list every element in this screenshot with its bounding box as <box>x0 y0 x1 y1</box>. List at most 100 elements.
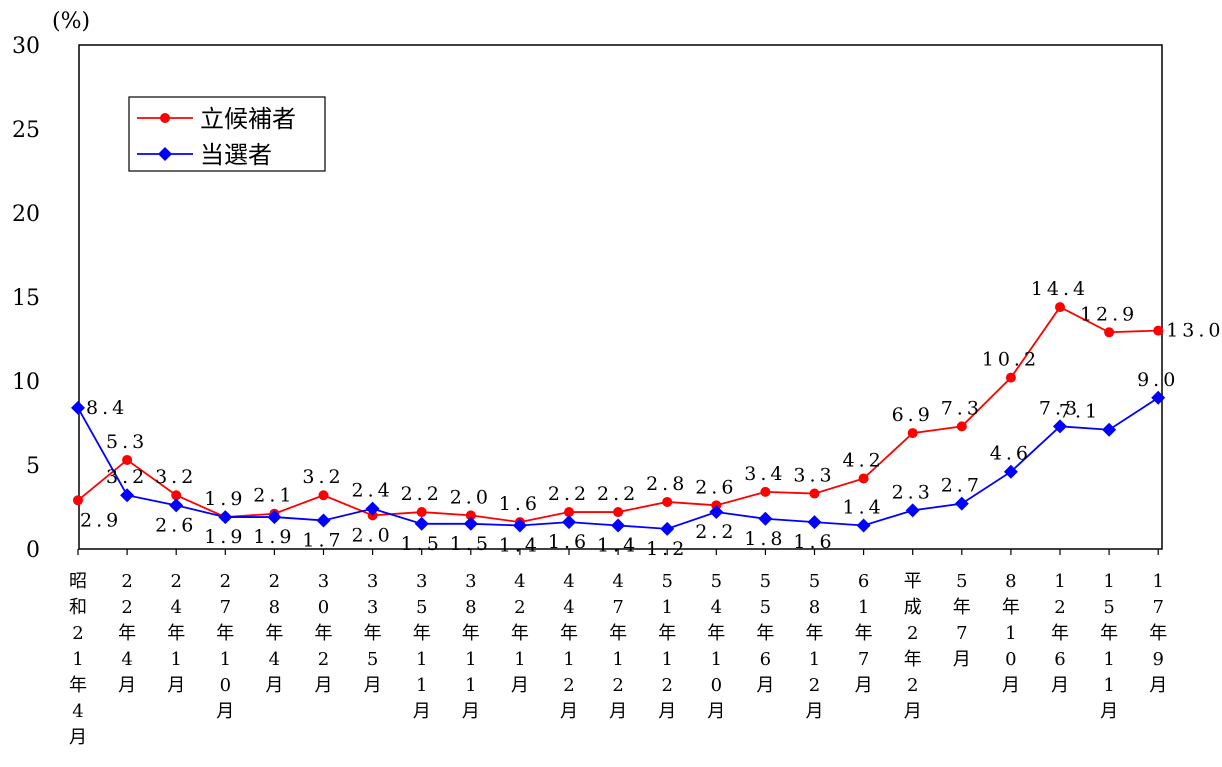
data-point-elected <box>169 498 184 513</box>
data-label-candidates: 1.9 <box>204 488 246 510</box>
x-tick-label: 昭和 2 1 年 4 月 <box>69 571 87 748</box>
data-label-candidates: 1.6 <box>499 493 541 515</box>
data-label-candidates: 3.2 <box>302 466 344 488</box>
x-axis: 昭和 2 1 年 4 月 2 2 年 4 月 2 4 年 1 月 2 7 年 1 0 月 2 8 年 4 月 3 0 年 2 月 3 3 年 5 月 3 5… <box>69 549 1167 748</box>
data-point-candidates <box>1005 372 1016 383</box>
data-label-candidates: 6.9 <box>892 404 934 426</box>
data-label-elected: 2.7 <box>941 475 983 497</box>
data-label-candidates: 4.2 <box>842 449 884 471</box>
data-label-candidates: 2.9 <box>80 509 122 531</box>
data-label-candidates: 2.2 <box>597 483 639 505</box>
data-point-elected <box>562 515 576 530</box>
data-label-elected: 2.6 <box>155 514 197 536</box>
data-point-elected <box>512 518 527 533</box>
data-point-candidates <box>809 488 820 499</box>
data-label-candidates: 10.2 <box>982 349 1040 371</box>
data-label-candidates: 7.3 <box>941 397 983 419</box>
y-tick-label: 20 <box>12 202 40 227</box>
data-label-elected: 1.5 <box>450 533 492 555</box>
data-point-candidates <box>564 507 574 518</box>
data-label-candidates: 3.4 <box>744 463 786 485</box>
data-label-candidates: 13.0 <box>1166 320 1222 342</box>
data-label-elected: 1.4 <box>842 496 884 518</box>
data-label-candidates: 14.4 <box>1031 278 1089 300</box>
data-point-elected <box>267 510 282 525</box>
data-label-elected: 1.6 <box>793 531 835 553</box>
data-point-candidates <box>1153 325 1164 336</box>
data-point-elected <box>807 515 822 530</box>
data-point-candidates <box>1104 327 1115 338</box>
y-tick-label: 10 <box>12 370 40 395</box>
data-label-elected: 1.4 <box>499 534 541 556</box>
data-label-elected: 4.6 <box>990 443 1032 465</box>
data-label-elected: 2.2 <box>695 521 737 543</box>
data-label-elected: 7.1 <box>1059 401 1101 423</box>
data-point-elected <box>71 400 85 415</box>
legend-marker-diamond <box>158 147 172 161</box>
data-label-elected: 1.4 <box>597 534 639 556</box>
data-point-candidates <box>318 490 329 501</box>
data-label-candidates: 2.2 <box>548 483 590 505</box>
data-label-elected: 1.9 <box>204 526 246 548</box>
data-label-candidates: 2.0 <box>450 486 492 508</box>
data-point-candidates <box>760 486 771 497</box>
data-label-candidates: 2.1 <box>253 485 295 507</box>
data-point-elected <box>954 496 969 511</box>
data-point-elected <box>709 505 724 520</box>
data-label-elected: 2.3 <box>892 481 934 503</box>
data-label-elected: 1.5 <box>401 533 443 555</box>
data-point-candidates <box>662 496 673 507</box>
data-point-candidates <box>465 510 476 521</box>
data-point-elected <box>1053 419 1067 434</box>
legend-box <box>128 96 326 172</box>
data-point-candidates <box>907 428 918 439</box>
data-label-candidates: 3.3 <box>793 465 835 487</box>
legend-label: 立候補者 <box>200 105 296 133</box>
data-point-elected <box>1151 390 1166 405</box>
data-point-elected <box>660 521 675 536</box>
data-point-elected <box>463 516 478 531</box>
data-point-candidates <box>416 507 427 518</box>
data-point-elected <box>905 503 920 518</box>
y-axis: 0 5 10 15 20 25 30 <box>12 34 40 563</box>
data-label-candidates: 2.0 <box>351 524 393 546</box>
data-label-elected: 1.9 <box>253 526 295 548</box>
data-point-candidates <box>956 421 967 432</box>
data-point-elected <box>218 510 233 525</box>
data-point-elected <box>316 513 331 528</box>
data-point-elected <box>1102 422 1117 437</box>
y-tick-label: 30 <box>12 34 40 59</box>
data-point-elected <box>1003 464 1018 479</box>
y-tick-label: 0 <box>26 538 40 563</box>
data-label-candidates: 12.9 <box>1080 303 1138 325</box>
series-layer: 2.9 5.3 3.2 1.9 2.1 3.2 2.0 2.2 2.0 1.6 2.2 2.2 2.8 2… <box>71 278 1222 560</box>
data-point-elected <box>414 516 429 531</box>
y-tick-label: 25 <box>12 118 40 143</box>
data-label-elected: 7.3 <box>1039 397 1081 419</box>
data-label-candidates: 5.3 <box>106 431 148 453</box>
data-label-elected: 1.6 <box>548 531 590 553</box>
legend-label: 当選者 <box>200 141 272 169</box>
data-label-elected: 3.2 <box>106 466 148 488</box>
plot-area-border <box>78 44 1163 550</box>
y-tick-label: 5 <box>26 454 40 479</box>
